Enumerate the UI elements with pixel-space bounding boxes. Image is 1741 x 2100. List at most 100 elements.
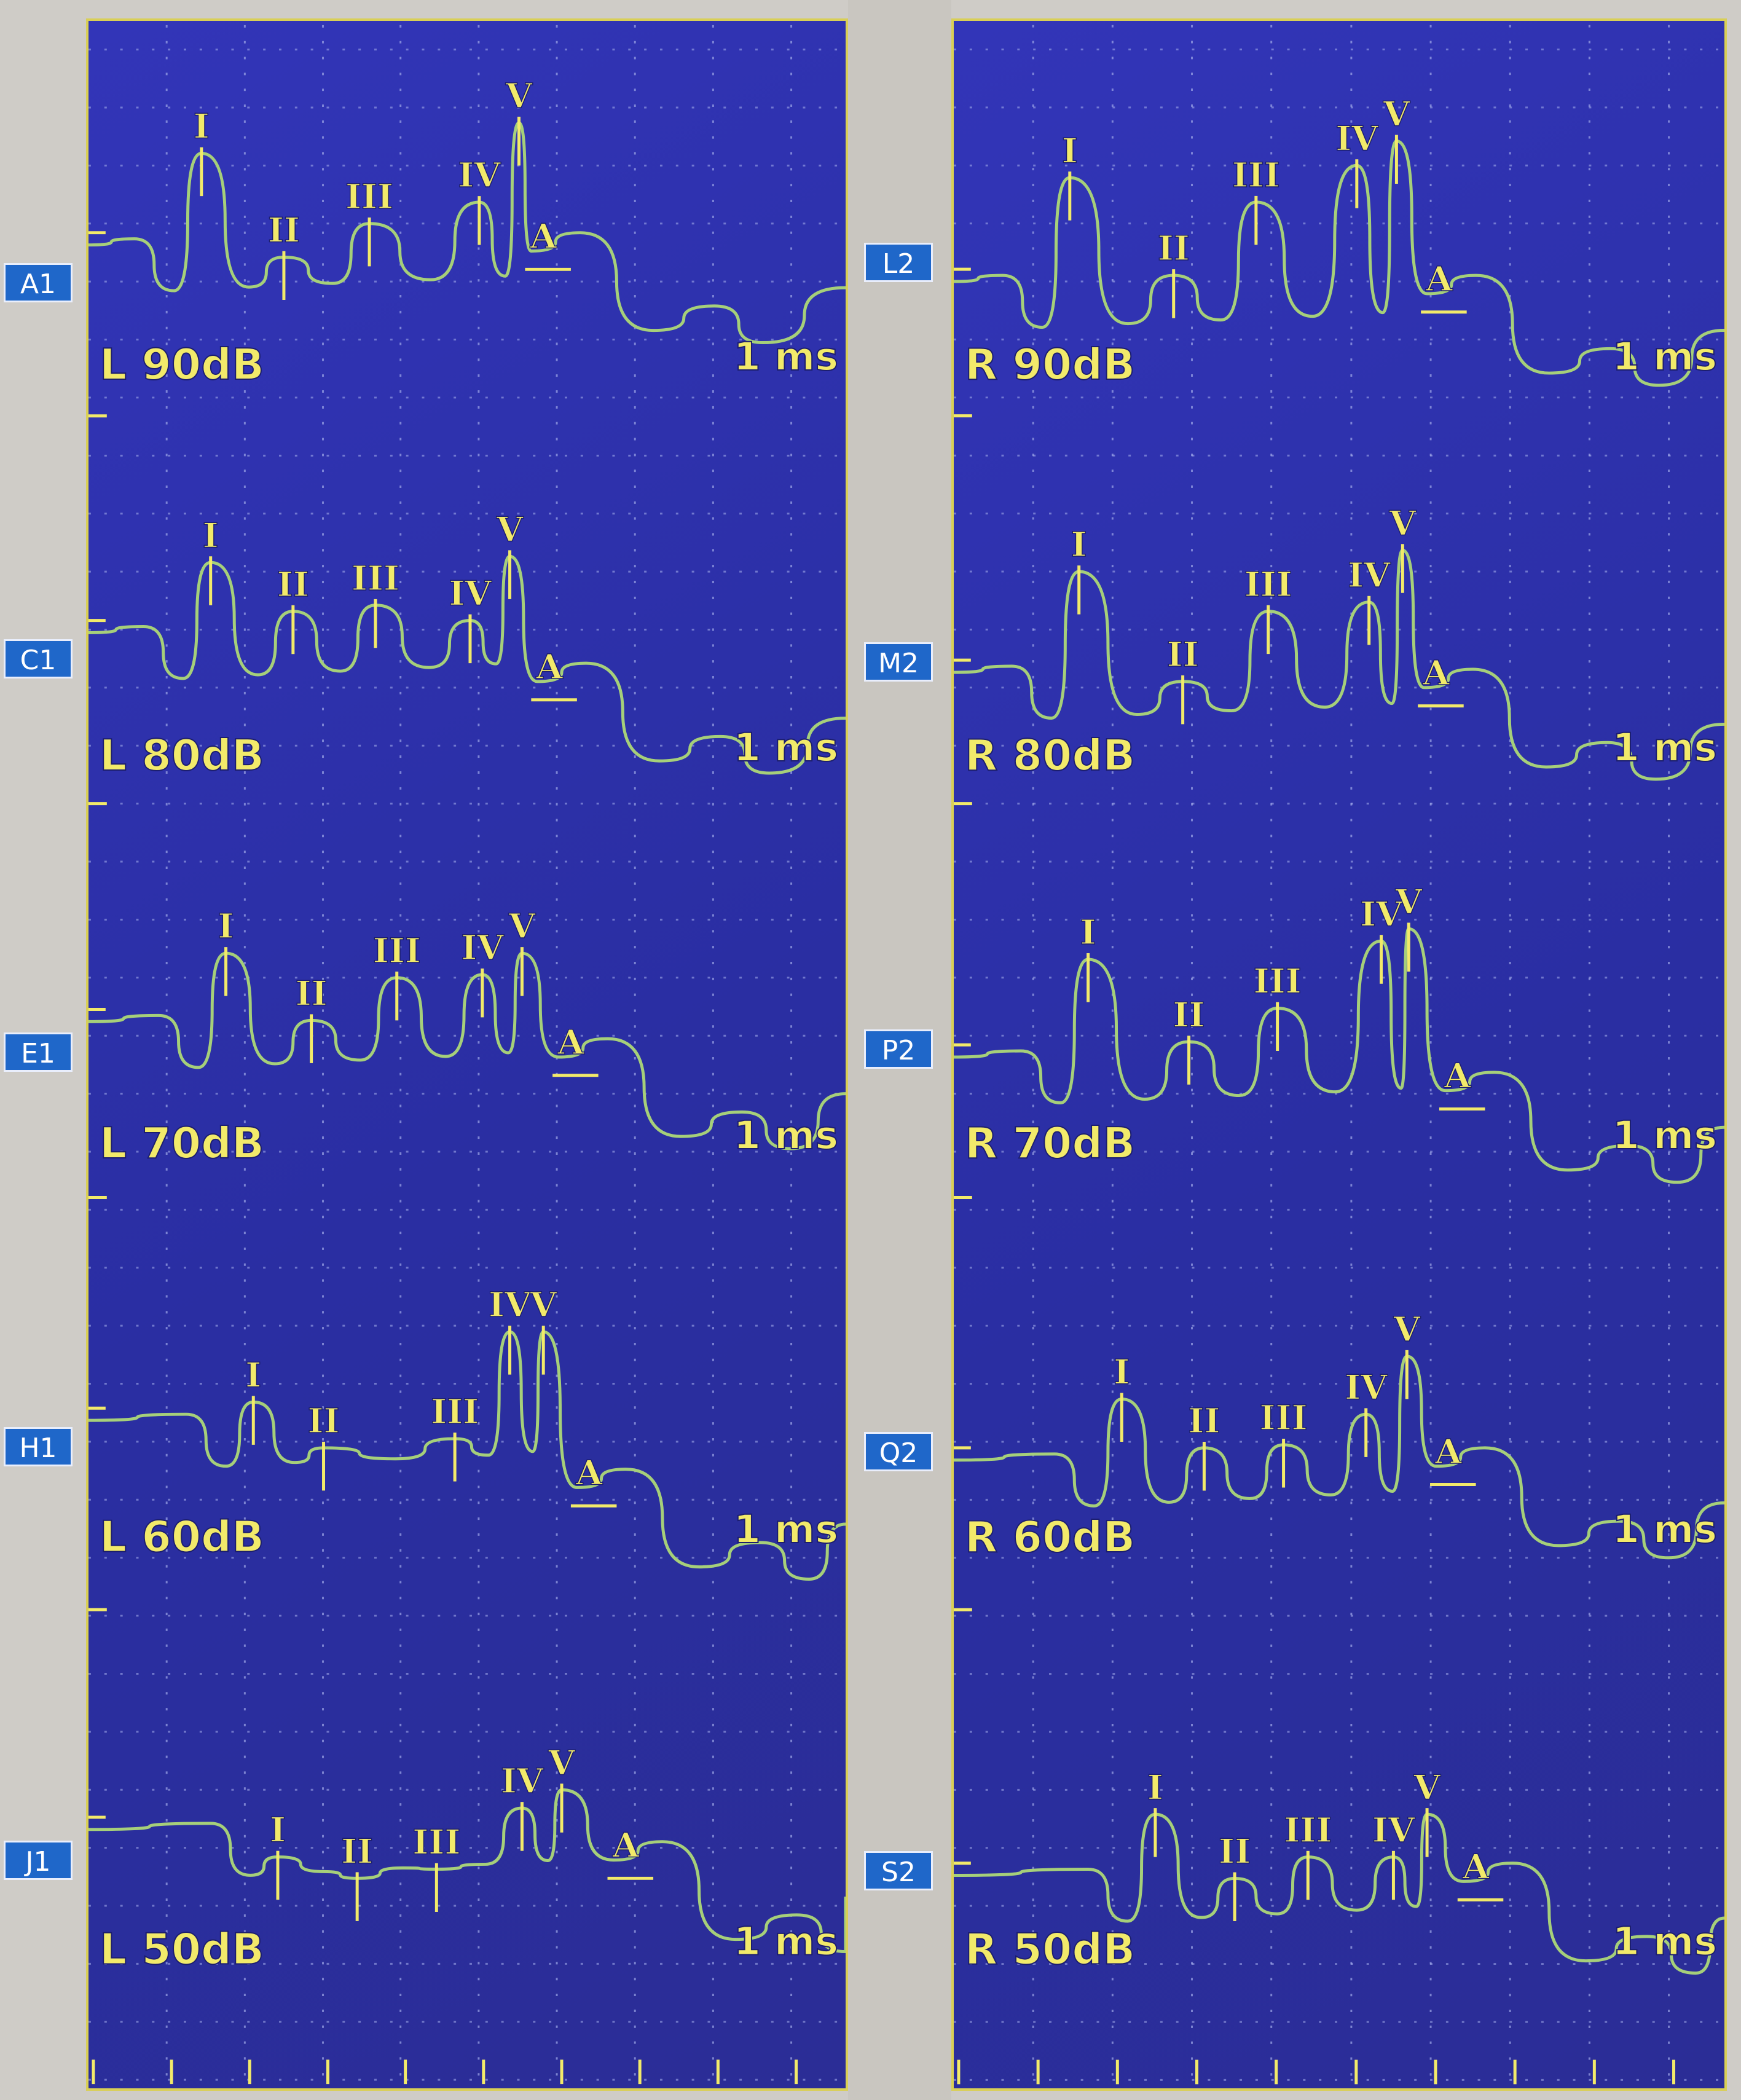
stimulus-level-label: R 60dB xyxy=(965,1512,1135,1562)
wave-label-iii: III xyxy=(1232,155,1280,195)
time-scale-label: 1 ms xyxy=(1613,725,1717,770)
wave-label-v: V xyxy=(496,509,524,549)
wave-label-v: V xyxy=(505,76,533,116)
wave-label-a: A xyxy=(1434,1432,1462,1472)
wave-label-iii: III xyxy=(1260,1398,1308,1438)
channel-badge-p2[interactable]: P2 xyxy=(864,1029,933,1069)
wave-label-iii: III xyxy=(373,931,421,971)
time-scale-label: 1 ms xyxy=(734,1918,838,1964)
wave-label-a: A xyxy=(1422,653,1450,693)
channel-badge-h1[interactable]: H1 xyxy=(4,1427,73,1466)
time-scale-label: 1 ms xyxy=(734,725,838,770)
wave-label-v: V xyxy=(1413,1768,1441,1807)
time-scale-label: 1 ms xyxy=(1613,334,1717,379)
waveform-trace xyxy=(88,554,846,775)
waveform-trace xyxy=(88,1330,846,1581)
wave-label-iv: IV xyxy=(449,574,492,614)
time-scale-label: 1 ms xyxy=(734,1506,838,1552)
waveform-trace xyxy=(88,951,846,1150)
wave-label-iii: III xyxy=(1254,962,1302,1002)
wave-label-ii: II xyxy=(268,211,300,251)
wave-label-v: V xyxy=(1395,882,1423,922)
wave-label-v: V xyxy=(1389,503,1417,543)
wave-label-v: V xyxy=(530,1285,557,1325)
wave-label-a: A xyxy=(557,1023,584,1063)
wave-label-ii: II xyxy=(277,565,309,605)
wave-label-a: A xyxy=(575,1453,603,1493)
time-scale-label: 1 ms xyxy=(734,1112,838,1158)
wave-label-a: A xyxy=(1425,259,1453,299)
wave-label-ii: II xyxy=(307,1401,339,1441)
stimulus-level-label: L 70dB xyxy=(100,1119,264,1168)
wave-label-i: I xyxy=(218,906,234,946)
wave-label-a: A xyxy=(612,1826,640,1866)
wave-label-a: A xyxy=(536,647,564,687)
channel-badge-e1[interactable]: E1 xyxy=(4,1032,73,1072)
channel-badge-m2[interactable]: M2 xyxy=(864,642,933,682)
time-scale-label: 1 ms xyxy=(1613,1112,1717,1158)
wave-label-ii: II xyxy=(296,974,328,1014)
wave-label-ii: II xyxy=(1158,229,1190,269)
channel-badge-l2[interactable]: L2 xyxy=(864,243,933,282)
stimulus-level-label: L 90dB xyxy=(100,340,264,390)
wave-label-iv: IV xyxy=(1345,1367,1388,1407)
waveform-trace xyxy=(954,1812,1724,1975)
wave-label-i: I xyxy=(270,1811,286,1850)
wave-label-a: A xyxy=(1444,1056,1471,1096)
wave-label-i: I xyxy=(245,1355,261,1395)
wave-label-iv: IV xyxy=(1372,1811,1415,1850)
grid xyxy=(954,25,1724,2085)
wave-label-ii: II xyxy=(1188,1401,1220,1441)
wave-label-iv: IV xyxy=(489,1285,532,1325)
wave-label-v: V xyxy=(508,906,536,946)
stimulus-level-label: R 50dB xyxy=(965,1925,1135,1975)
waveform-trace xyxy=(88,121,846,345)
time-scale-label: 1 ms xyxy=(734,334,838,379)
wave-label-iii: III xyxy=(352,559,399,599)
wave-label-v: V xyxy=(1393,1310,1421,1350)
wave-label-i: I xyxy=(1114,1353,1130,1393)
stimulus-level-label: R 90dB xyxy=(965,340,1135,390)
wave-label-i: I xyxy=(1071,525,1087,565)
stimulus-level-label: R 80dB xyxy=(965,731,1135,781)
wave-label-iv: IV xyxy=(1360,894,1403,934)
wave-label-iv: IV xyxy=(501,1761,544,1801)
wave-label-iv: IV xyxy=(1335,119,1378,159)
wave-label-i: I xyxy=(1147,1768,1163,1807)
wave-label-i: I xyxy=(1080,913,1096,953)
wave-label-iii: III xyxy=(345,177,393,217)
wave-label-iii: III xyxy=(431,1392,479,1432)
left-ear-panel: I II III IV V A L 90dB 1 ms I II III IV V A L 80dB 1 ms… xyxy=(86,18,848,2091)
stimulus-level-label: L 50dB xyxy=(100,1924,264,1974)
right-ear-panel: I II III IV V A R 90dB 1 ms I II III IV V A R 80dB 1 ms… xyxy=(951,18,1727,2091)
stimulus-level-label: L 80dB xyxy=(100,731,264,781)
channel-badge-a1[interactable]: A1 xyxy=(4,263,73,302)
stimulus-level-label: R 70dB xyxy=(965,1119,1135,1168)
wave-label-a: A xyxy=(1462,1847,1490,1887)
wave-label-i: I xyxy=(194,107,210,147)
wave-label-i: I xyxy=(203,516,219,556)
time-scale-label: 1 ms xyxy=(1613,1506,1717,1552)
channel-badge-c1[interactable]: C1 xyxy=(4,639,73,678)
channel-badge-s2[interactable]: S2 xyxy=(864,1851,933,1890)
stimulus-level-label: L 60dB xyxy=(100,1512,264,1562)
channel-badge-j1[interactable]: J1 xyxy=(4,1841,73,1880)
wave-label-v: V xyxy=(1383,95,1410,135)
grid xyxy=(88,25,846,2085)
channel-badge-q2[interactable]: Q2 xyxy=(864,1432,933,1471)
wave-label-ii: II xyxy=(1167,635,1199,675)
wave-label-ii: II xyxy=(341,1831,373,1871)
waveform-trace xyxy=(88,1788,846,1954)
wave-label-iv: IV xyxy=(461,928,504,968)
wave-label-a: A xyxy=(530,217,557,257)
